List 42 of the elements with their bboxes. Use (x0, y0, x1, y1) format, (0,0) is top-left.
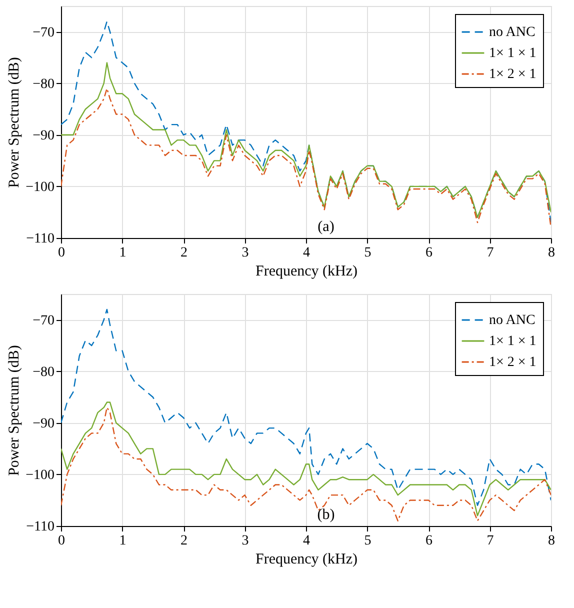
x-tick-label: 8 (548, 246, 555, 260)
x-tick-label: 5 (364, 246, 372, 260)
x-tick-label: 4 (303, 534, 310, 548)
legend-label: 1× 1 × 1 (489, 46, 536, 61)
y-tick-label: −100 (26, 180, 54, 195)
x-tick-label: 2 (180, 534, 188, 548)
x-tick-label: 8 (548, 534, 555, 548)
x-tick-label: 4 (303, 246, 310, 260)
x-tick-label: 7 (486, 246, 494, 260)
x-tick-label: 0 (58, 246, 65, 260)
x-tick-label: 0 (58, 534, 65, 548)
x-axis-title: Frequency (kHz) (255, 264, 358, 280)
x-tick-label: 3 (242, 534, 249, 548)
x-tick-label: 6 (426, 534, 432, 548)
x-tick-label: 5 (364, 534, 372, 548)
line-series (61, 62, 551, 218)
x-tick-label: 1 (119, 246, 126, 260)
y-tick-label: −70 (32, 25, 54, 40)
x-axis-title: Frequency (kHz) (255, 552, 358, 568)
y-tick-label: −110 (26, 520, 54, 534)
y-tick-label: −110 (26, 232, 54, 246)
line-series (61, 308, 551, 506)
x-tick-label: 7 (486, 534, 494, 548)
legend-label: 1× 2 × 1 (489, 355, 536, 370)
y-tick-label: −90 (32, 128, 54, 144)
y-tick-label: −80 (32, 364, 54, 380)
y-tick-label: −80 (32, 76, 54, 92)
x-tick-label: 3 (242, 246, 249, 260)
legend-label: no ANC (489, 25, 536, 40)
y-tick-label: −70 (32, 313, 54, 328)
annotation: (a) (318, 219, 334, 235)
y-axis-title: Power Spectrum (dB) (6, 57, 23, 188)
y-axis-title: Power Spectrum (dB) (6, 345, 23, 476)
x-tick-label: 2 (180, 246, 188, 260)
legend-label: 1× 1 × 1 (489, 334, 536, 349)
x-tick-label: 1 (119, 534, 126, 548)
y-tick-label: −100 (26, 468, 54, 483)
legend-label: 1× 2 × 1 (489, 67, 536, 82)
annotation: (b) (317, 507, 335, 523)
y-tick-label: −90 (32, 416, 54, 432)
x-tick-label: 6 (426, 246, 432, 260)
legend-label: no ANC (489, 313, 536, 328)
